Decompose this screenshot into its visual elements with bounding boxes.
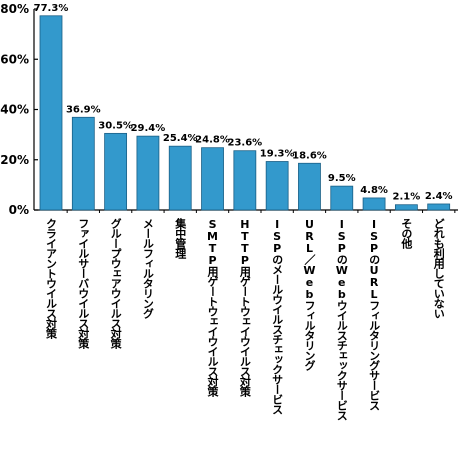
data-label: 4.8% [360, 185, 388, 196]
bar [265, 161, 289, 211]
category-label: グループウェアウイルス対策 [109, 217, 123, 350]
data-label: 77.3% [34, 3, 69, 14]
bar [136, 135, 160, 211]
bar [71, 116, 95, 211]
category-label: 集中管理 [174, 217, 188, 259]
bar [39, 15, 63, 211]
data-label: 30.5% [98, 120, 133, 131]
bar [168, 145, 192, 211]
data-label: 25.4% [163, 133, 198, 144]
data-label: 2.4% [425, 191, 453, 202]
bar [427, 203, 451, 211]
chart-bars [39, 15, 451, 211]
bar [330, 185, 354, 211]
bar [362, 197, 386, 211]
bar [394, 204, 418, 211]
bar [104, 132, 128, 211]
data-label: 2.1% [393, 192, 421, 203]
category-label: URL／Webフィルタリング [303, 218, 316, 371]
category-label: ファイルサーバウイルス対策 [77, 218, 91, 350]
category-label: クライアントウイルス対策 [45, 218, 59, 340]
bar [233, 150, 257, 211]
chart-labels: 77.3% クライアントウイルス対策 36.9% ファイルサーバウイルス対策 30.5%… [34, 3, 453, 421]
y-tick-label: 80% [0, 2, 29, 16]
data-label: 9.5% [328, 173, 356, 184]
y-tick-label: 40% [0, 103, 29, 117]
data-label: 19.3% [260, 149, 295, 160]
data-label: 36.9% [66, 104, 101, 115]
category-label: ISPのURLフィルタリングサービス [368, 218, 381, 411]
data-label: 18.6% [292, 150, 327, 161]
category-label: その他 [400, 218, 414, 250]
data-label: 23.6% [227, 138, 262, 149]
data-label: 29.4% [131, 123, 166, 134]
y-tick-label: 20% [0, 153, 29, 167]
y-tick-label: 60% [0, 52, 29, 66]
data-label: 24.8% [195, 135, 230, 146]
bar [201, 147, 224, 211]
category-label: SMTP用ゲートウェイウイルス対策 [206, 218, 220, 398]
category-label: メールフィルタリング [141, 218, 154, 319]
bar [298, 162, 321, 211]
y-tick-label: 0% [9, 203, 29, 217]
category-label: HTTP用ゲートウェイウイルス対策 [238, 218, 252, 398]
category-label: ISPのWebウイルスチェックサービス [335, 218, 348, 421]
category-label: ISPのメールウイルスチェックサービス [271, 218, 284, 415]
category-label: どれも利用していない [432, 218, 445, 319]
